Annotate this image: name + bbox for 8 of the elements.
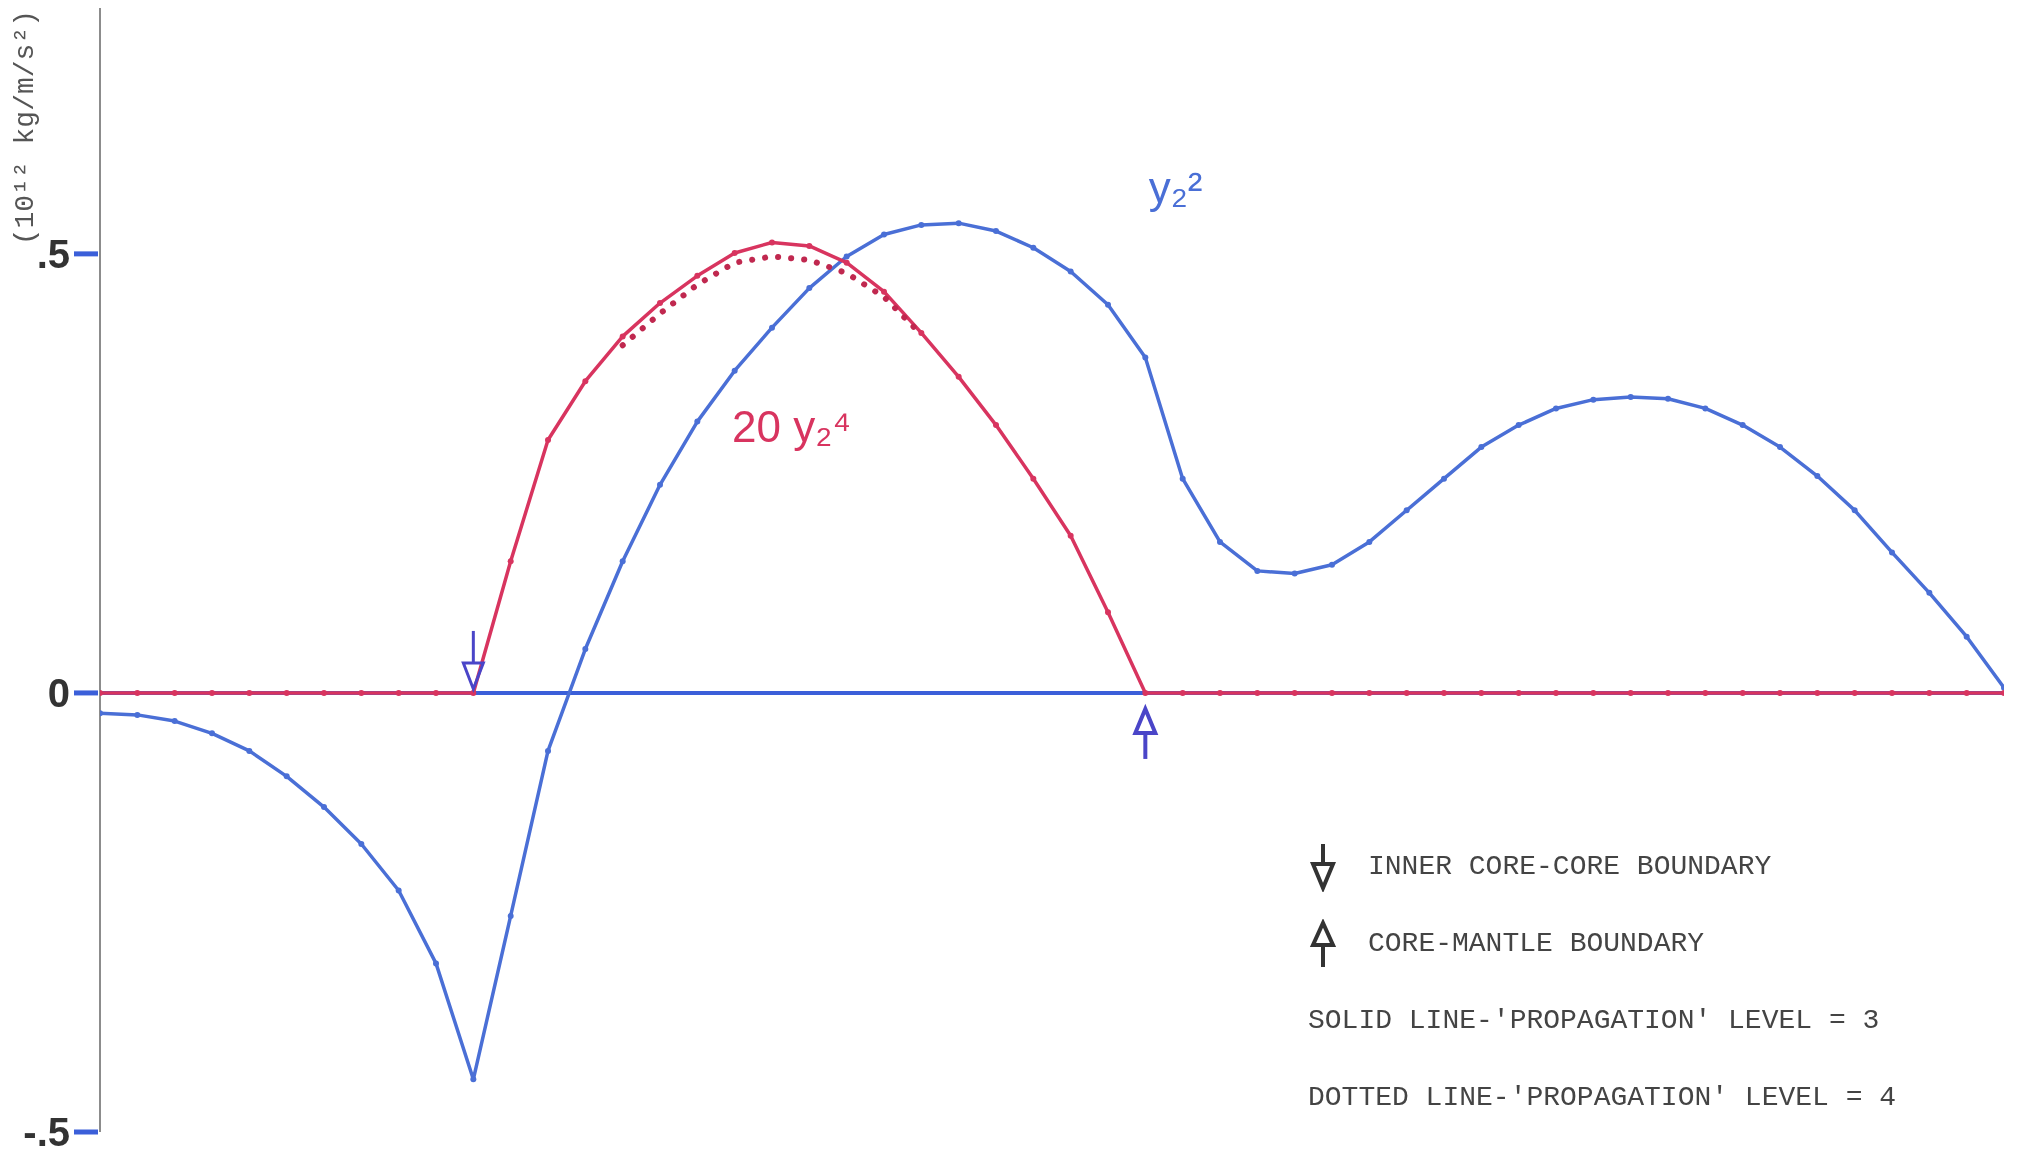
annotation: DOTTED LINE-'PROPAGATION' LEVEL = 4 bbox=[1308, 1082, 1897, 1113]
text: y₂² bbox=[1148, 163, 1203, 213]
annotation: SOLID LINE-'PROPAGATION' LEVEL = 3 bbox=[1308, 1005, 1880, 1036]
y-tick-label: 0 bbox=[47, 670, 70, 715]
annotation: CORE-MANTLE BOUNDARY bbox=[1368, 928, 1705, 959]
text: 20 y₂⁴ bbox=[732, 402, 852, 452]
annotation: INNER CORE-CORE BOUNDARY bbox=[1368, 851, 1772, 882]
y-tick-label: -.5 bbox=[23, 1110, 70, 1154]
